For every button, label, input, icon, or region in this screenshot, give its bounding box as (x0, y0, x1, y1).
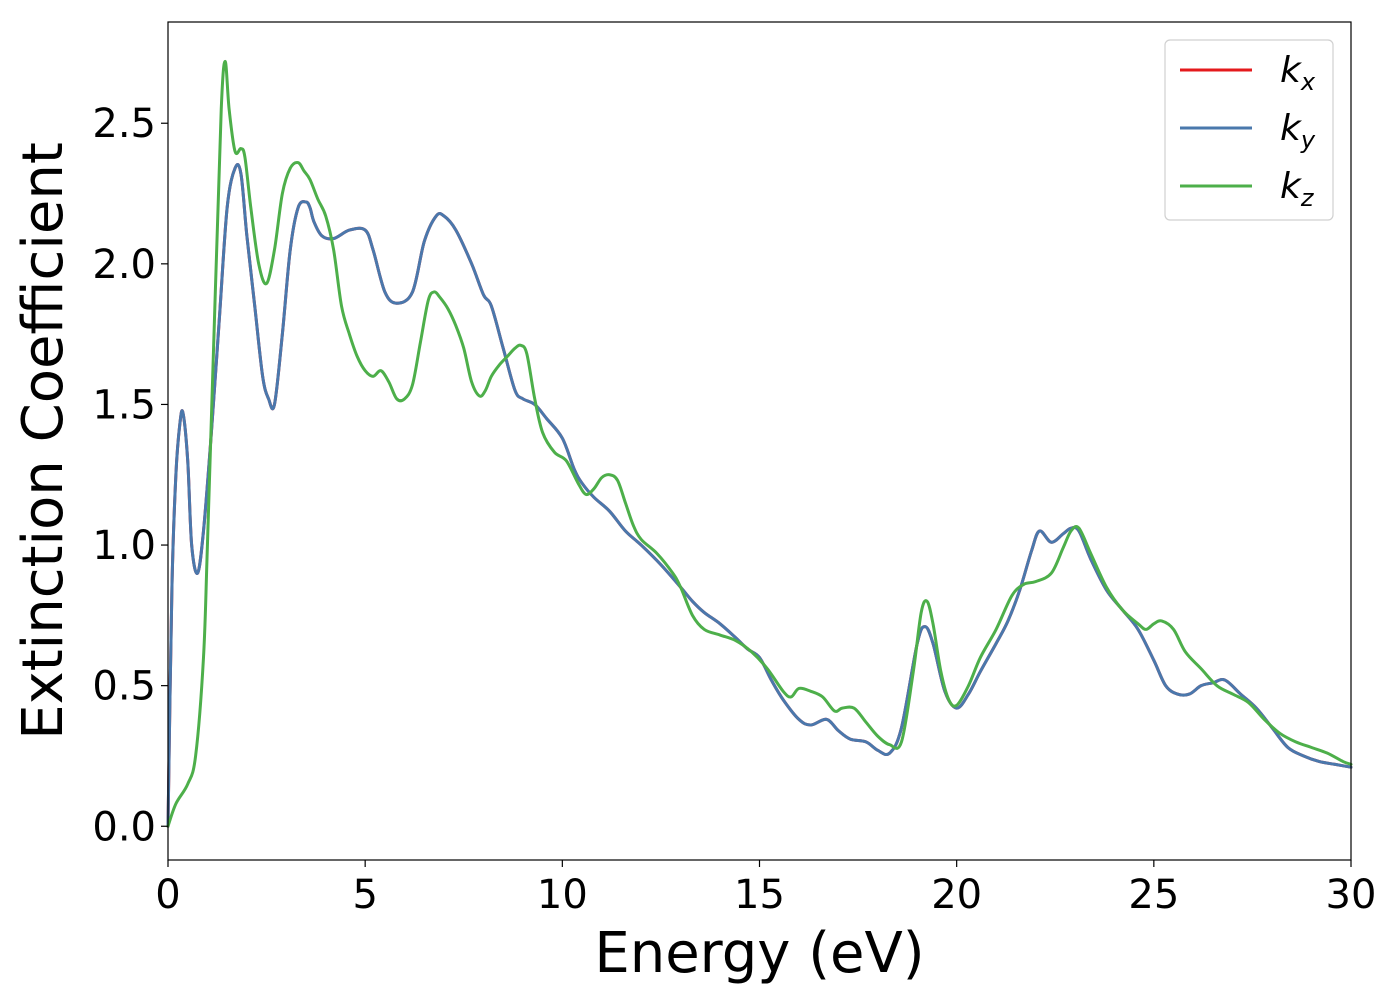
x-tick-label: 20 (931, 872, 982, 918)
legend-label-z: kz (1280, 166, 1315, 212)
legend-label-base: k (1280, 50, 1303, 91)
y-tick-label: 0.5 (92, 664, 156, 710)
y-tick-label: 1.5 (92, 382, 156, 428)
y-axis-label: Extinction Coefficient (11, 142, 76, 740)
legend-label-base: k (1280, 166, 1303, 207)
y-tick-label: 2.5 (92, 101, 156, 147)
series-line-z (166, 59, 1353, 828)
x-tick-label: 5 (352, 872, 377, 918)
x-axis-label: Energy (eV) (594, 921, 924, 986)
x-tick-label: 10 (537, 872, 588, 918)
legend-label-y: ky (1280, 108, 1316, 154)
series-line-y (166, 163, 1353, 828)
series-layer (166, 59, 1353, 828)
x-tick-label: 25 (1128, 872, 1179, 918)
x-tick-label: 0 (155, 872, 180, 918)
x-tick-label: 15 (734, 872, 785, 918)
y-tick-label: 0.0 (92, 804, 156, 850)
ticks-layer: 0 5 10 15 20 25 30 0.0 0.5 1.0 1.5 2.0 2.5 (92, 101, 1376, 918)
y-tick-label: 1.0 (92, 523, 156, 569)
x-tick-label: 30 (1326, 872, 1377, 918)
legend-label-subscript: x (1300, 68, 1316, 96)
y-tick-label: 2.0 (92, 242, 156, 288)
legend-label-subscript: z (1300, 184, 1315, 212)
legend-label-base: k (1280, 108, 1303, 149)
legend-label-x: kx (1280, 50, 1316, 96)
legend-label-subscript: y (1300, 126, 1316, 154)
legend-box (1164, 39, 1334, 221)
